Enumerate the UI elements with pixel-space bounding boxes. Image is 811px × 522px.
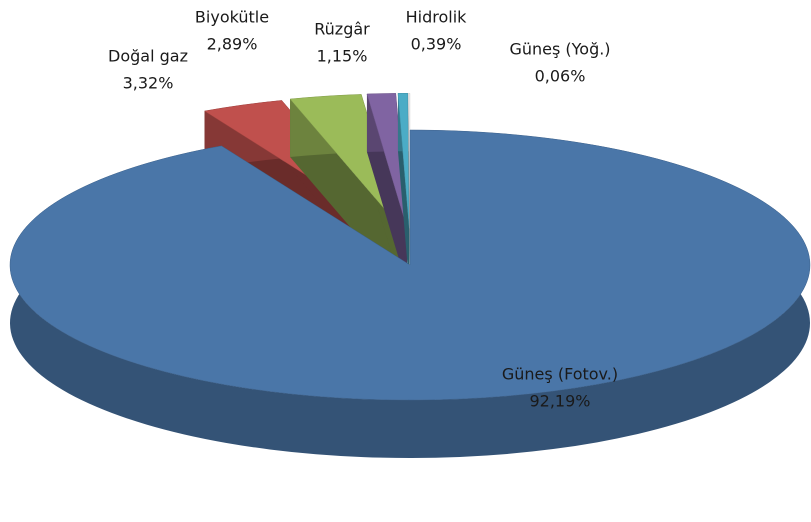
slice-value-label: 92,19% [529,392,590,411]
slice-label: Hidrolik [406,8,468,27]
slice-value-label: 0,06% [535,67,586,86]
slice [289,94,402,229]
slice-value-label: 2,89% [207,35,258,54]
slice-value-label: 1,15% [317,47,368,66]
pie [9,92,811,458]
slice-label: Güneş (Yoğ.) [509,40,610,59]
slice [408,92,411,229]
slice-value-label: 3,32% [123,74,174,93]
slice-value-label: 0,39% [411,35,462,54]
slice-label: Doğal gaz [108,47,188,66]
slice [366,93,408,229]
labels: Güneş (Fotov.) 92,19% Doğal gaz 3,32% Biyokü… [108,8,618,411]
slice-label: Güneş (Fotov.) [502,365,618,384]
slice [397,93,410,229]
slice [9,129,811,401]
slice-label: Biyokütle [195,8,269,27]
slice-label: Rüzgâr [314,20,370,39]
